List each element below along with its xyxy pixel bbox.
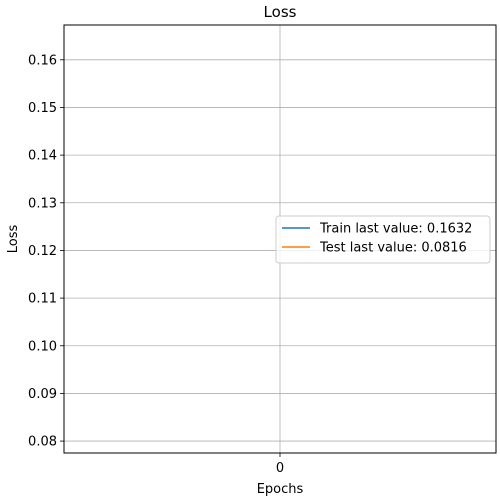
y-tick-label: 0.08	[28, 435, 57, 450]
y-tick-label: 0.16	[28, 53, 57, 68]
y-tick-label: 0.12	[28, 244, 57, 259]
y-tick-label: 0.14	[28, 149, 57, 164]
y-tick-label: 0.15	[28, 101, 57, 116]
x-axis-ticks: 0	[276, 453, 284, 476]
y-tick-label: 0.10	[28, 339, 57, 354]
legend: Train last value: 0.1632 Test last value:…	[275, 215, 491, 264]
y-axis-ticks: 0.08 0.09 0.10 0.11 0.12 0.13 0.14 0.15 0.16	[28, 53, 64, 450]
chart-title: Loss	[264, 3, 297, 21]
x-axis-label: Epochs	[257, 482, 304, 497]
y-tick-label: 0.09	[28, 387, 57, 402]
y-axis-label: Loss	[6, 225, 21, 254]
legend-box	[275, 215, 491, 264]
legend-label-1: Test last value: 0.0816	[319, 241, 467, 256]
legend-label-0: Train last value: 0.1632	[319, 222, 472, 237]
y-tick-label: 0.13	[28, 196, 57, 211]
x-tick-label: 0	[276, 461, 284, 476]
y-tick-label: 0.11	[28, 292, 57, 307]
